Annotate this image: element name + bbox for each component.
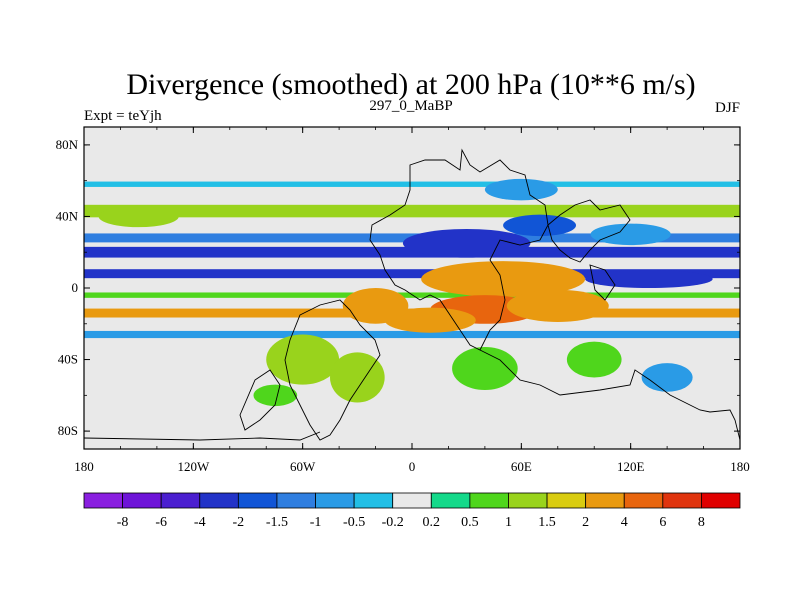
colorbar-label: -0.5	[343, 515, 365, 530]
field-band-6	[84, 330, 740, 339]
field-blob-8	[266, 334, 340, 385]
colorbar-label: -6	[155, 515, 167, 530]
colorbar-label: -8	[117, 515, 129, 530]
coastline-india-sea	[589, 264, 616, 301]
colorbar-swatch	[508, 492, 548, 509]
coastline-antarctic	[84, 431, 321, 441]
field-blob-2	[384, 307, 476, 333]
y-axis: 80N 40N 0 40S 80S	[56, 137, 740, 438]
field-blob-16	[590, 223, 671, 246]
colorbar-swatch	[469, 492, 509, 509]
x-tick-label: 180	[730, 459, 750, 474]
colorbar-label: 6	[659, 515, 666, 530]
colorbar-swatch	[83, 492, 123, 509]
field-blob-14	[484, 178, 558, 201]
coastline-south-america	[284, 299, 381, 441]
field-blob-3	[342, 288, 409, 324]
x-tick-label: 120E	[617, 459, 645, 474]
colorbar-swatch	[623, 492, 664, 509]
colorbar-swatch	[430, 492, 471, 509]
y-tick-label: 0	[72, 280, 79, 295]
y-tick-label: 40N	[56, 208, 79, 223]
field-blob-4	[506, 289, 609, 322]
y-tick-label: 40S	[58, 352, 78, 367]
x-tick-label: 0	[409, 459, 416, 474]
field-blob-0	[421, 261, 586, 297]
colorbar-swatch	[160, 492, 201, 509]
colorbar-label: 0.5	[461, 515, 479, 530]
field-blob-15	[98, 205, 179, 228]
colorbar-label: -2	[233, 515, 245, 530]
colorbar-label: -1.5	[266, 515, 288, 530]
colorbar-label: 8	[698, 515, 705, 530]
field-band-0	[84, 204, 740, 218]
field-blob-11	[452, 347, 518, 390]
colorbar-swatch	[199, 492, 239, 509]
colorbar-label: -1	[310, 515, 322, 530]
field-band-2	[84, 246, 740, 258]
field-background	[84, 127, 740, 449]
coastline-asia	[547, 199, 631, 263]
colorbar-label: -0.2	[382, 515, 404, 530]
colorbar-label: 1.5	[538, 515, 556, 530]
colorbar-swatch	[585, 492, 625, 509]
colorbar-swatch	[392, 492, 432, 509]
field-blob-10	[253, 384, 298, 407]
field-blob-5	[402, 228, 531, 258]
colorbar-label: -4	[194, 515, 206, 530]
field-band-3	[84, 269, 740, 279]
colorbar-swatch	[276, 492, 316, 509]
x-tick-label: 180	[74, 459, 94, 474]
season-label: DJF	[715, 100, 740, 116]
colorbar-label: 4	[621, 515, 628, 530]
run-label: 297_0_MaBP	[369, 98, 452, 114]
field-blob-12	[566, 341, 622, 378]
x-axis: 180 120W 60W 0 60E 120E 180	[74, 127, 750, 474]
colorbar-label: 0.2	[423, 515, 441, 530]
y-tick-label: 80S	[58, 423, 78, 438]
colorbar-swatch	[353, 492, 394, 509]
colorbar-swatch	[122, 492, 162, 509]
coastline-africa-europe	[369, 148, 549, 351]
chart-title: Divergence (smoothed) at 200 hPa (10**6 …	[126, 68, 695, 101]
colorbar-label: 2	[582, 515, 589, 530]
colorbar-swatch	[701, 492, 741, 509]
colorbar-label: 1	[505, 515, 512, 530]
y-tick-label: 80N	[56, 137, 79, 152]
field-blob-9	[330, 352, 385, 403]
continent-outlines	[84, 148, 740, 441]
experiment-label: Expt = teYjh	[84, 108, 162, 124]
field-band-7	[84, 181, 740, 187]
x-tick-label: 120W	[177, 459, 210, 474]
coastline-southern-africa	[479, 349, 740, 441]
field-blob-6	[503, 214, 576, 237]
colorbar-swatch	[237, 492, 278, 509]
divergence-field	[84, 127, 740, 449]
colorbar-swatch	[662, 492, 702, 509]
x-tick-label: 60W	[290, 459, 316, 474]
colorbar-swatch	[315, 492, 355, 509]
field-blob-7	[585, 270, 713, 288]
colorbar: -8 -6 -4 -2 -1.5 -1 -0.5 -0.2 0.2 0.5 1 1.5 2 4 6 8	[83, 492, 741, 530]
colorbar-swatch	[546, 492, 587, 509]
coastline-south-america-west	[239, 369, 281, 431]
x-tick-label: 60E	[511, 459, 532, 474]
field-blob-13	[641, 363, 693, 392]
